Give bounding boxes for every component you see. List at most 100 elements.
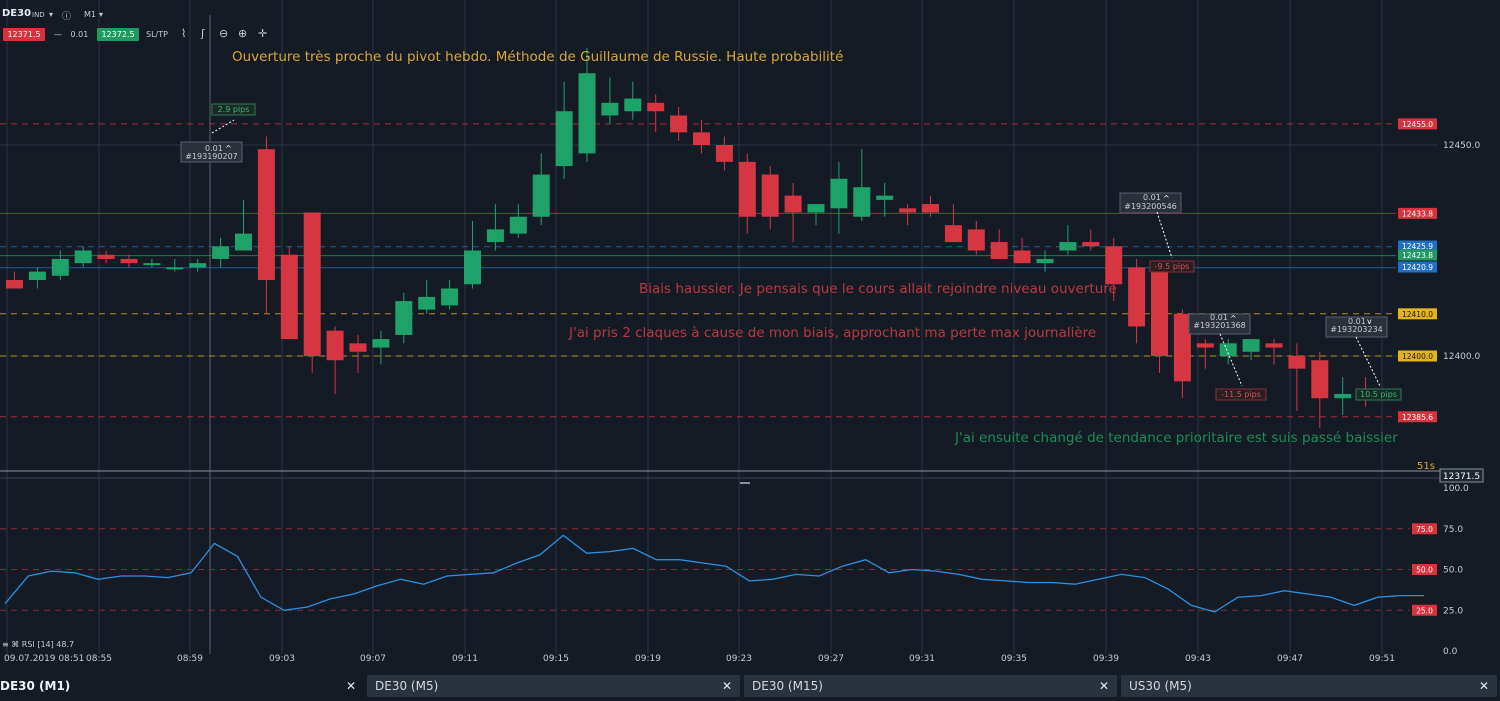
candle-body[interactable]	[1013, 250, 1031, 264]
sltp-button[interactable]: SL/TP	[146, 30, 168, 39]
candle-body[interactable]	[464, 250, 481, 285]
volume-minus[interactable]: —	[54, 30, 62, 39]
candle-body[interactable]	[28, 271, 46, 281]
candle-body[interactable]	[303, 212, 321, 356]
candle-body[interactable]	[944, 225, 962, 243]
close-icon[interactable]: ✕	[721, 679, 732, 693]
candle-body[interactable]	[280, 254, 298, 340]
candle-body[interactable]	[1311, 360, 1329, 399]
trade-marker-box[interactable]	[180, 141, 243, 163]
candle-body[interactable]	[715, 145, 733, 162]
tab-us30-m5[interactable]: US30 (M5) ✕	[1121, 675, 1497, 697]
candle-body[interactable]	[830, 178, 848, 209]
candle-body[interactable]	[853, 187, 871, 217]
candle-body[interactable]	[922, 204, 939, 213]
candle-body[interactable]	[990, 242, 1008, 259]
candle-body[interactable]	[326, 330, 344, 361]
tab-de30-m15[interactable]: DE30 (M15) ✕	[744, 675, 1117, 697]
rsi-line[interactable]	[4, 534, 1424, 613]
candle-body[interactable]	[257, 149, 275, 281]
candle-body[interactable]	[235, 233, 252, 251]
candle-body[interactable]	[166, 267, 184, 270]
candle-body[interactable]	[441, 288, 459, 306]
candle-body[interactable]	[1288, 356, 1306, 369]
candle-body[interactable]	[1173, 313, 1191, 382]
timeframe-dropdown-icon[interactable]: ▾	[99, 10, 104, 19]
candle-body[interactable]	[1265, 343, 1283, 348]
price-level-badge[interactable]	[1398, 249, 1437, 261]
sell-price-button[interactable]: 12371.5	[3, 28, 45, 41]
candle-body[interactable]	[372, 339, 390, 348]
current-price-tag[interactable]	[1439, 468, 1484, 483]
candle-body[interactable]	[1059, 242, 1077, 251]
current-price-label: 12371.5	[1443, 472, 1480, 482]
candle-body[interactable]	[212, 246, 230, 259]
tab-de30-m1[interactable]: DE30 (M1) ✕	[0, 675, 364, 697]
candle-body[interactable]	[51, 258, 69, 276]
price-level-badge[interactable]	[1398, 207, 1437, 219]
candle-body[interactable]	[1036, 258, 1054, 264]
zoom-in-icon[interactable]: ⊕	[238, 27, 248, 40]
crosshair-icon[interactable]: ✛	[258, 27, 268, 40]
close-icon[interactable]: ✕	[1098, 679, 1109, 693]
candle-body[interactable]	[876, 195, 894, 200]
candle-body[interactable]	[601, 102, 619, 116]
candle-body[interactable]	[693, 132, 710, 145]
candle-body[interactable]	[555, 111, 573, 167]
candle-body[interactable]	[143, 263, 161, 266]
candle-body[interactable]	[624, 98, 642, 112]
price-level-badge[interactable]	[1398, 261, 1437, 273]
candle-body[interactable]	[578, 73, 596, 154]
price-level-badge[interactable]	[1398, 411, 1437, 423]
candle-body[interactable]	[1242, 339, 1260, 352]
candle-body[interactable]	[1196, 343, 1214, 348]
candle-body[interactable]	[1219, 343, 1237, 356]
candle-body[interactable]	[967, 229, 985, 251]
candle-body[interactable]	[532, 174, 550, 217]
chart-type-icon[interactable]: ⌇	[181, 27, 187, 40]
candle-body[interactable]	[807, 204, 825, 213]
candle-body[interactable]	[418, 296, 436, 310]
price-level-badge[interactable]	[1398, 308, 1437, 320]
candle-body[interactable]	[120, 258, 138, 264]
trade-pips-box	[1215, 388, 1267, 401]
candle-body[interactable]	[670, 115, 688, 133]
price-level-badge[interactable]	[1398, 350, 1437, 362]
candle-body[interactable]	[509, 216, 527, 234]
close-icon[interactable]: ✕	[1478, 679, 1489, 693]
candle-body[interactable]	[97, 254, 115, 259]
trade-marker-box[interactable]	[1119, 192, 1182, 214]
candle-body[interactable]	[189, 263, 207, 268]
symbol-dropdown-icon[interactable]: ▾	[49, 10, 54, 19]
candle-body[interactable]	[74, 250, 92, 264]
candle-body[interactable]	[1151, 271, 1168, 356]
price-level-badge[interactable]	[1398, 240, 1437, 252]
candle-body[interactable]	[899, 208, 917, 213]
timeframe-label[interactable]: M1	[84, 10, 96, 19]
chevron-up-icon: ^	[1163, 194, 1170, 203]
zoom-out-icon[interactable]: ⊖	[219, 27, 229, 40]
panel-resize-handle[interactable]	[740, 482, 750, 484]
candle-body[interactable]	[349, 343, 367, 352]
candle-body[interactable]	[486, 229, 504, 243]
close-icon[interactable]: ✕	[345, 679, 356, 693]
candle-body[interactable]	[1082, 242, 1100, 247]
info-icon[interactable]: ⓘ	[62, 12, 72, 22]
candle-body[interactable]	[1334, 393, 1352, 399]
trade-marker-box[interactable]	[1188, 313, 1251, 335]
price-level-badge[interactable]	[1398, 118, 1437, 130]
candle-body[interactable]	[6, 280, 23, 289]
buy-price-button[interactable]: 12372.5	[97, 28, 139, 41]
candle-body[interactable]	[1105, 246, 1123, 285]
candle-body[interactable]	[761, 174, 779, 217]
volume-value[interactable]: 0.01	[70, 30, 89, 39]
symbol-label[interactable]: DE30	[2, 8, 32, 19]
indicator-icon[interactable]: ʃ	[201, 27, 205, 40]
candle-body[interactable]	[738, 161, 756, 217]
candle-body[interactable]	[647, 102, 665, 112]
candle-body[interactable]	[784, 195, 802, 213]
candle-body[interactable]	[395, 301, 413, 335]
candle-body[interactable]	[1128, 267, 1146, 327]
tab-de30-m5[interactable]: DE30 (M5) ✕	[367, 675, 740, 697]
